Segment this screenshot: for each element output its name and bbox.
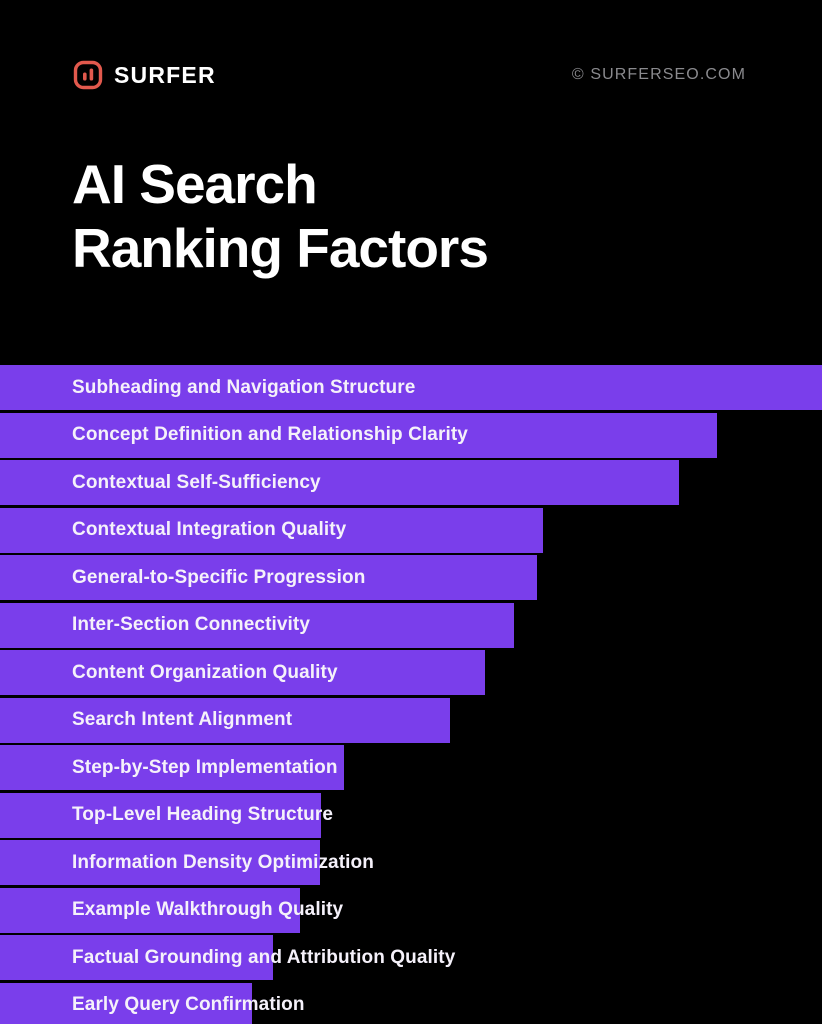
bar-label: Content Organization Quality <box>72 661 338 683</box>
bar-label: Subheading and Navigation Structure <box>72 376 416 398</box>
bar-row: Example Walkthrough Quality <box>0 887 343 933</box>
bar-label: Step-by-Step Implementation <box>72 756 338 778</box>
surfer-logo: SURFER <box>72 59 216 91</box>
bar-row: Factual Grounding and Attribution Qualit… <box>0 935 455 980</box>
bar-chart: Subheading and Navigation Structure Conce… <box>0 365 822 1024</box>
bar-label: Factual Grounding and Attribution Qualit… <box>72 946 456 968</box>
bar-row: Inter-Section Connectivity <box>0 602 514 648</box>
bar-row: General-to-Specific Progression <box>0 555 537 600</box>
bar-row: Subheading and Navigation Structure <box>0 365 822 410</box>
bar-row: Search Intent Alignment <box>0 697 450 743</box>
header: SURFER © SURFERSEO.COM <box>72 57 746 93</box>
bar-label: Information Density Optimization <box>72 851 374 873</box>
page-title-line2: Ranking Factors <box>72 217 489 279</box>
bar-row: Early Query Confirmation <box>0 982 304 1024</box>
bar-row: Content Organization Quality <box>0 650 485 695</box>
brand-name: SURFER <box>114 61 216 88</box>
bar-label: Top-Level Heading Structure <box>72 804 333 825</box>
bar-label: General-to-Specific Progression <box>72 566 366 588</box>
page-title-line1: AI Search <box>72 153 318 215</box>
bar-row: Contextual Self-Sufficiency <box>0 460 679 505</box>
bar-label: Search Intent Alignment <box>72 709 293 730</box>
bar-row: Contextual Integration Quality <box>0 507 543 553</box>
bar-row: Concept Definition and Relationship Clar… <box>0 412 717 458</box>
bar-label: Contextual Integration Quality <box>72 519 347 540</box>
bar-row: Information Density Optimization <box>0 840 374 885</box>
bar-row: Top-Level Heading Structure <box>0 792 333 838</box>
bar-label: Example Walkthrough Quality <box>72 899 344 920</box>
bar-label: Concept Definition and Relationship Clar… <box>72 424 468 445</box>
page-title: AI Search Ranking Factors <box>72 152 489 280</box>
bar-label: Inter-Section Connectivity <box>72 614 311 635</box>
bar-label: Early Query Confirmation <box>72 994 305 1015</box>
surfer-logo-icon <box>72 59 104 91</box>
bar-label: Contextual Self-Sufficiency <box>72 471 321 493</box>
copyright-text: © SURFERSEO.COM <box>571 66 746 83</box>
bar-row: Step-by-Step Implementation <box>0 745 344 790</box>
